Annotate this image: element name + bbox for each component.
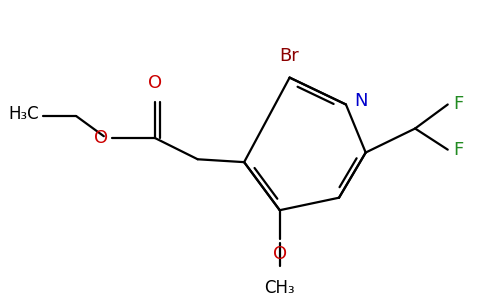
Text: F: F <box>454 95 464 113</box>
Text: H₃C: H₃C <box>8 105 39 123</box>
Text: O: O <box>148 74 162 92</box>
Text: Br: Br <box>280 47 300 65</box>
Text: O: O <box>272 245 287 263</box>
Text: F: F <box>454 141 464 159</box>
Text: CH₃: CH₃ <box>264 279 295 297</box>
Text: N: N <box>354 92 367 110</box>
Text: O: O <box>93 129 108 147</box>
